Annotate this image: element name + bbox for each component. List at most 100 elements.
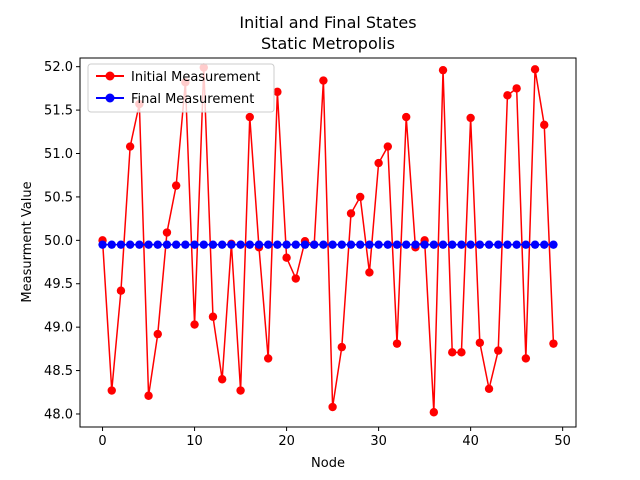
data-point-series-1 [135, 240, 144, 249]
data-point-series-0 [374, 158, 383, 168]
data-point-series-1 [466, 240, 475, 249]
data-point-series-0 [448, 348, 457, 357]
data-point-series-0 [107, 386, 116, 395]
data-point-series-1 [383, 240, 393, 249]
data-point-series-1 [328, 240, 337, 249]
x-tick-label: 20 [278, 434, 295, 449]
data-point-series-0 [217, 375, 227, 384]
data-point-series-0 [530, 65, 540, 74]
data-point-series-1 [310, 240, 319, 249]
data-point-series-0 [457, 348, 466, 357]
data-point-series-0 [429, 408, 439, 417]
data-point-series-1 [273, 240, 282, 249]
data-point-series-1 [411, 240, 420, 249]
data-point-series-1 [402, 240, 411, 249]
chart-title: Initial and Final States [239, 13, 416, 32]
data-point-series-1 [107, 240, 116, 249]
data-point-series-0 [392, 339, 402, 348]
data-point-series-1 [263, 240, 273, 249]
data-point-series-1 [365, 240, 374, 249]
x-tick-label: 40 [462, 434, 479, 449]
data-point-series-1 [494, 240, 503, 249]
y-tick-label: 51.5 [44, 104, 73, 119]
data-point-series-1 [291, 240, 300, 249]
y-axis-label: Measurment Value [20, 181, 35, 302]
data-point-series-0 [291, 274, 300, 283]
data-point-series-1 [190, 240, 199, 249]
data-point-series-0 [383, 142, 393, 151]
data-point-series-1 [374, 240, 383, 249]
axes [79, 57, 577, 428]
data-point-series-0 [475, 338, 485, 347]
data-point-series-1 [125, 240, 135, 249]
data-point-series-0 [512, 84, 521, 93]
data-point-series-0 [273, 87, 282, 97]
series-line-0 [101, 67, 555, 413]
axes-frame [79, 57, 577, 428]
data-point-series-1 [530, 240, 540, 249]
x-tick-label: 0 [98, 434, 106, 449]
data-point-series-1 [199, 240, 208, 249]
data-point-series-1 [116, 240, 126, 249]
data-point-series-0 [484, 384, 494, 393]
data-point-series-0 [236, 386, 245, 395]
data-point-series-0 [171, 181, 181, 190]
data-point-series-0 [402, 112, 411, 122]
data-point-series-1 [457, 240, 466, 249]
chart-subtitle: Static Metropolis [261, 34, 395, 53]
data-point-series-1 [236, 240, 245, 249]
data-point-series-1 [337, 240, 346, 249]
data-point-series-1 [217, 240, 227, 249]
data-point-series-1 [438, 240, 448, 249]
y-tick-label: 52.0 [44, 60, 73, 75]
data-point-series-1 [319, 240, 328, 249]
data-point-series-0 [319, 76, 328, 85]
data-point-series-0 [365, 268, 374, 277]
data-point-series-1 [540, 240, 549, 249]
data-point-series-0 [521, 354, 531, 363]
tick-marks: 0 10 20 30 40 50 48.0 48.5 49.0 49.5 50.0 50.5 51.0 5… [44, 60, 571, 449]
data-point-series-0 [116, 286, 126, 295]
data-point-series-1 [392, 240, 402, 249]
data-point-series-0 [208, 312, 218, 321]
data-point-series-0 [245, 112, 254, 122]
data-point-series-0 [162, 228, 172, 237]
legend-marker-final [105, 93, 115, 103]
data-point-series-1 [503, 240, 512, 249]
data-point-series-0 [438, 65, 448, 75]
data-point-series-1 [429, 240, 439, 249]
data-point-series-1 [484, 240, 494, 249]
data-point-series-1 [512, 240, 521, 249]
x-axis-label: Node [311, 456, 345, 471]
data-point-series-0 [540, 120, 549, 130]
legend-marker-initial [105, 71, 115, 81]
y-tick-label: 50.0 [44, 234, 73, 249]
data-point-series-1 [356, 240, 365, 249]
legend: Initial Measurement Final Measurement [87, 63, 275, 113]
data-point-series-1 [98, 240, 107, 249]
data-point-series-1 [300, 240, 310, 249]
y-tick-label: 48.5 [44, 364, 73, 379]
y-tick-label: 49.0 [44, 321, 73, 336]
x-tick-label: 50 [554, 434, 571, 449]
data-point-series-0 [494, 346, 503, 355]
legend-label-final: Final Measurement [131, 92, 254, 107]
data-point-series-1 [162, 240, 172, 249]
y-tick-label: 48.0 [44, 407, 73, 422]
data-point-series-0 [190, 320, 199, 329]
data-point-series-1 [282, 240, 291, 249]
data-point-series-0 [549, 339, 558, 348]
data-point-series-1 [549, 240, 558, 249]
legend-box [87, 63, 275, 113]
data-point-series-0 [466, 113, 475, 123]
data-point-series-1 [153, 240, 162, 249]
data-point-series-1 [144, 240, 153, 249]
data-point-series-1 [475, 240, 485, 249]
x-tick-label: 30 [370, 434, 387, 449]
data-point-series-0 [125, 142, 135, 151]
data-point-series-1 [521, 240, 531, 249]
data-point-series-1 [208, 240, 218, 249]
data-point-series-1 [448, 240, 457, 249]
data-point-series-0 [144, 391, 153, 400]
